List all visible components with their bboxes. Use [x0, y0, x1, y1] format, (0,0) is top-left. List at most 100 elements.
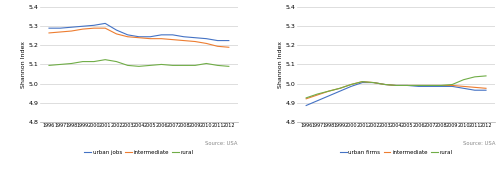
rural: [204, 62, 210, 65]
intermediate: [204, 42, 210, 45]
intermediate: [337, 87, 343, 89]
rural: [80, 61, 86, 63]
Line: urban firms: urban firms: [306, 83, 486, 105]
urban firms: [450, 85, 456, 88]
Line: rural: rural: [49, 60, 229, 66]
intermediate: [57, 31, 63, 33]
intermediate: [360, 81, 366, 83]
Legend: urban firms, intermediate, rural: urban firms, intermediate, rural: [338, 147, 454, 157]
intermediate: [370, 81, 376, 84]
rural: [46, 64, 52, 66]
rural: [393, 84, 399, 86]
urban jobs: [68, 26, 74, 28]
rural: [416, 84, 422, 86]
intermediate: [472, 86, 478, 88]
intermediate: [68, 30, 74, 32]
urban firms: [370, 81, 376, 84]
urban jobs: [204, 38, 210, 40]
intermediate: [91, 27, 97, 29]
urban firms: [303, 104, 309, 107]
rural: [427, 84, 433, 86]
urban jobs: [80, 25, 86, 27]
urban firms: [460, 87, 466, 89]
urban jobs: [91, 24, 97, 26]
rural: [124, 64, 130, 66]
rural: [181, 64, 187, 66]
rural: [114, 61, 119, 63]
urban jobs: [124, 34, 130, 36]
intermediate: [483, 87, 489, 89]
urban firms: [404, 84, 410, 86]
urban firms: [438, 85, 444, 88]
Y-axis label: Shannon Index: Shannon Index: [21, 41, 26, 88]
intermediate: [314, 94, 320, 96]
rural: [460, 79, 466, 81]
urban jobs: [114, 29, 119, 31]
intermediate: [416, 84, 422, 86]
rural: [102, 59, 108, 61]
intermediate: [124, 36, 130, 38]
intermediate: [102, 27, 108, 29]
urban firms: [326, 95, 332, 97]
rural: [192, 64, 198, 66]
intermediate: [404, 84, 410, 86]
intermediate: [170, 38, 175, 41]
intermediate: [348, 83, 354, 86]
rural: [136, 65, 142, 67]
urban firms: [393, 84, 399, 86]
intermediate: [136, 37, 142, 39]
rural: [91, 61, 97, 63]
intermediate: [326, 90, 332, 92]
rural: [158, 63, 164, 66]
intermediate: [214, 45, 220, 47]
rural: [360, 81, 366, 83]
rural: [314, 93, 320, 95]
Y-axis label: Shannon Index: Shannon Index: [278, 41, 283, 88]
urban firms: [337, 90, 343, 92]
rural: [483, 75, 489, 77]
rural: [337, 87, 343, 89]
Line: intermediate: intermediate: [49, 28, 229, 47]
rural: [68, 62, 74, 65]
Text: Source: USA: Source: USA: [462, 141, 495, 146]
intermediate: [192, 40, 198, 43]
rural: [370, 81, 376, 84]
rural: [382, 83, 388, 86]
urban jobs: [46, 27, 52, 29]
urban jobs: [158, 34, 164, 36]
urban jobs: [226, 40, 232, 42]
rural: [147, 64, 153, 66]
Text: Source: USA: Source: USA: [206, 141, 238, 146]
rural: [472, 76, 478, 78]
rural: [450, 83, 456, 86]
urban jobs: [147, 36, 153, 38]
Line: urban jobs: urban jobs: [49, 23, 229, 41]
urban jobs: [136, 36, 142, 38]
Line: rural: rural: [306, 76, 486, 98]
intermediate: [438, 84, 444, 86]
rural: [214, 64, 220, 66]
intermediate: [181, 40, 187, 42]
rural: [348, 83, 354, 86]
urban firms: [360, 81, 366, 84]
intermediate: [46, 32, 52, 34]
intermediate: [382, 83, 388, 86]
urban jobs: [57, 27, 63, 29]
intermediate: [147, 38, 153, 40]
rural: [57, 63, 63, 66]
intermediate: [460, 85, 466, 88]
urban jobs: [192, 37, 198, 39]
rural: [326, 90, 332, 92]
urban firms: [416, 85, 422, 88]
intermediate: [427, 84, 433, 86]
rural: [303, 97, 309, 99]
intermediate: [450, 84, 456, 86]
urban jobs: [181, 36, 187, 38]
urban firms: [427, 85, 433, 88]
intermediate: [226, 46, 232, 48]
urban firms: [348, 85, 354, 88]
rural: [170, 64, 175, 66]
urban jobs: [170, 34, 175, 36]
Line: intermediate: intermediate: [306, 82, 486, 99]
intermediate: [114, 33, 119, 35]
